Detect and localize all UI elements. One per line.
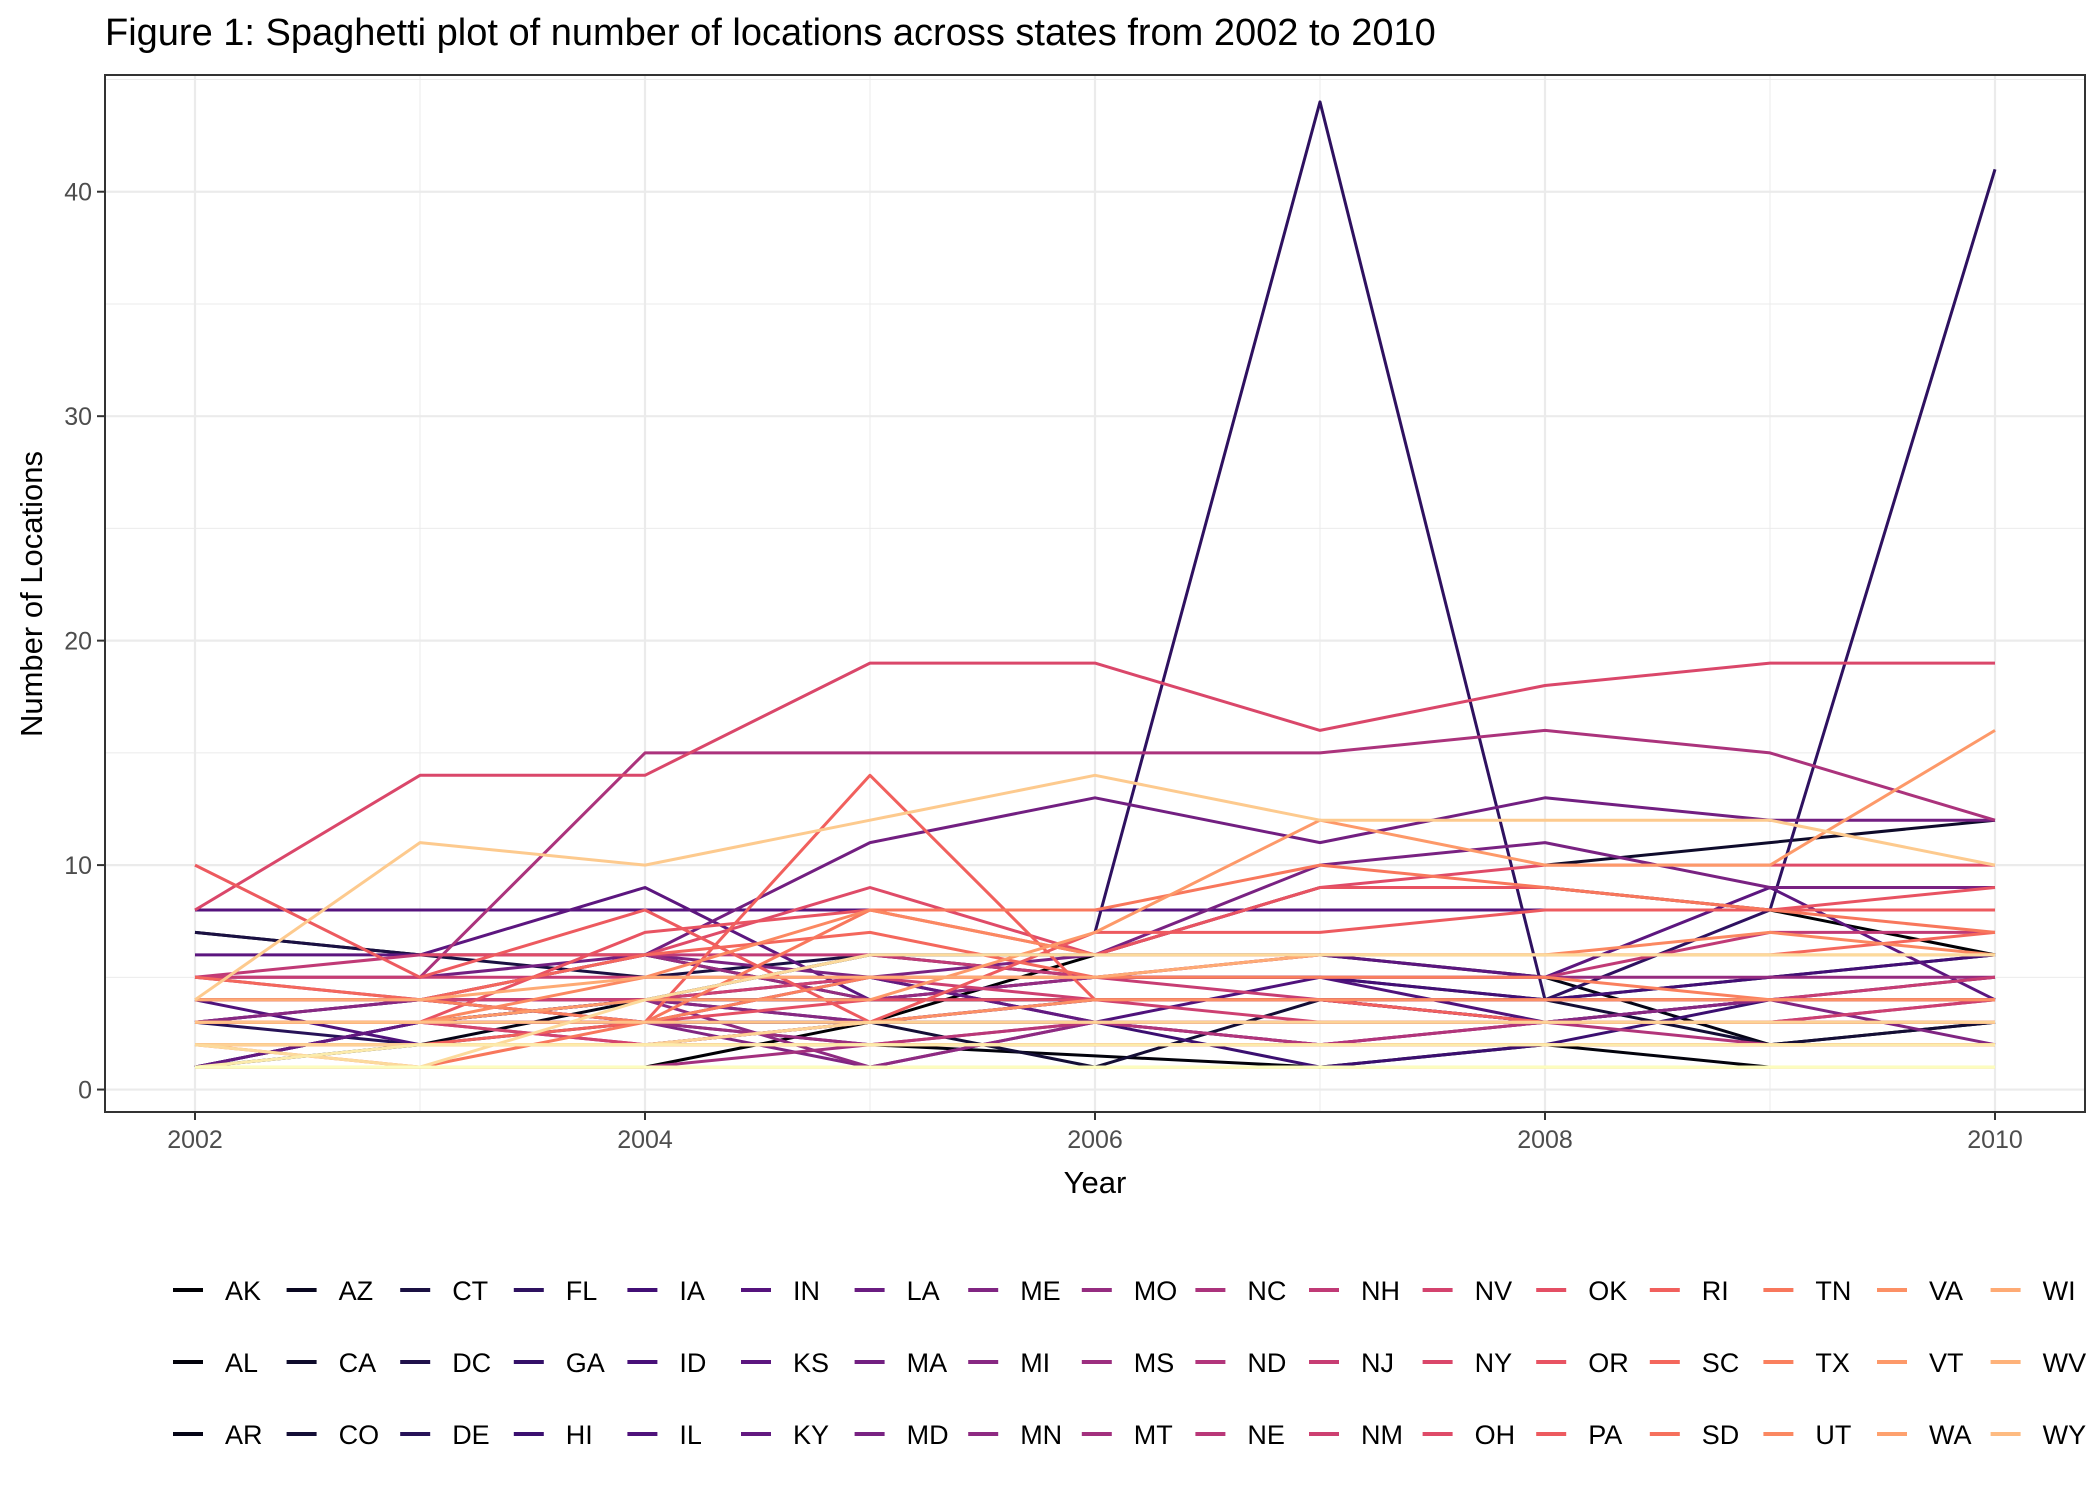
x-tick-label: 2004 <box>617 1126 673 1154</box>
legend-label: AK <box>225 1276 261 1306</box>
legend-label: WI <box>2043 1276 2076 1306</box>
legend-label: WA <box>1929 1420 1972 1450</box>
legend-label: MD <box>907 1420 949 1450</box>
legend-label: MI <box>1020 1348 1050 1378</box>
legend-label: MS <box>1134 1348 1175 1378</box>
legend-label: NE <box>1247 1420 1285 1450</box>
y-tick-label: 30 <box>64 403 92 431</box>
chart-title: Figure 1: Spaghetti plot of number of lo… <box>105 12 1436 54</box>
legend-label: NV <box>1475 1276 1513 1306</box>
legend-label: ID <box>679 1348 706 1378</box>
legend-label: SD <box>1702 1420 1740 1450</box>
legend-label: CO <box>339 1420 380 1450</box>
legend-label: RI <box>1702 1276 1729 1306</box>
legend-label: LA <box>907 1276 940 1306</box>
legend-label: IA <box>679 1276 705 1306</box>
legend-label: OR <box>1588 1348 1629 1378</box>
y-tick-label: 0 <box>78 1077 92 1105</box>
legend-label: MO <box>1134 1276 1178 1306</box>
y-tick-label: 40 <box>64 179 92 207</box>
legend-label: TX <box>1815 1348 1850 1378</box>
legend-label: PA <box>1588 1420 1622 1450</box>
legend-label: DE <box>452 1420 490 1450</box>
legend-label: ME <box>1020 1276 1060 1306</box>
legend-label: KS <box>793 1348 829 1378</box>
legend-label: OH <box>1475 1420 1516 1450</box>
legend-label: DC <box>452 1348 491 1378</box>
legend-label: CA <box>339 1348 377 1378</box>
legend-label: UT <box>1815 1420 1851 1450</box>
legend-label: WV <box>2043 1348 2087 1378</box>
legend-label: NJ <box>1361 1348 1394 1378</box>
legend-label: MA <box>907 1348 948 1378</box>
legend-label: OK <box>1588 1276 1627 1306</box>
legend-label: AR <box>225 1420 263 1450</box>
legend-label: NH <box>1361 1276 1400 1306</box>
plot-panel <box>105 75 2085 1112</box>
y-axis-label: Number of Locations <box>14 451 49 737</box>
legend-label: TN <box>1815 1276 1851 1306</box>
legend-label: IN <box>793 1276 820 1306</box>
legend-label: AZ <box>339 1276 374 1306</box>
legend-label: CT <box>452 1276 488 1306</box>
legend-label: FL <box>566 1276 598 1306</box>
x-tick-label: 2006 <box>1067 1126 1123 1154</box>
y-tick-label: 10 <box>64 852 92 880</box>
legend-label: AL <box>225 1348 258 1378</box>
legend-label: ND <box>1247 1348 1286 1378</box>
legend-label: NY <box>1475 1348 1513 1378</box>
legend-label: IL <box>679 1420 702 1450</box>
x-axis-label: Year <box>1064 1165 1127 1200</box>
legend-label: SC <box>1702 1348 1740 1378</box>
legend-label: NM <box>1361 1420 1403 1450</box>
legend-label: NC <box>1247 1276 1286 1306</box>
legend-label: KY <box>793 1420 829 1450</box>
x-tick-label: 2002 <box>167 1126 223 1154</box>
x-tick-label: 2010 <box>1967 1126 2023 1154</box>
x-tick-label: 2008 <box>1517 1126 1573 1154</box>
legend-label: VT <box>1929 1348 1964 1378</box>
legend-label: HI <box>566 1420 593 1450</box>
legend-label: WY <box>2043 1420 2087 1450</box>
legend-label: MT <box>1134 1420 1173 1450</box>
legend-label: VA <box>1929 1276 1963 1306</box>
legend-label: GA <box>566 1348 605 1378</box>
y-tick-label: 20 <box>64 628 92 656</box>
legend-label: MN <box>1020 1420 1062 1450</box>
